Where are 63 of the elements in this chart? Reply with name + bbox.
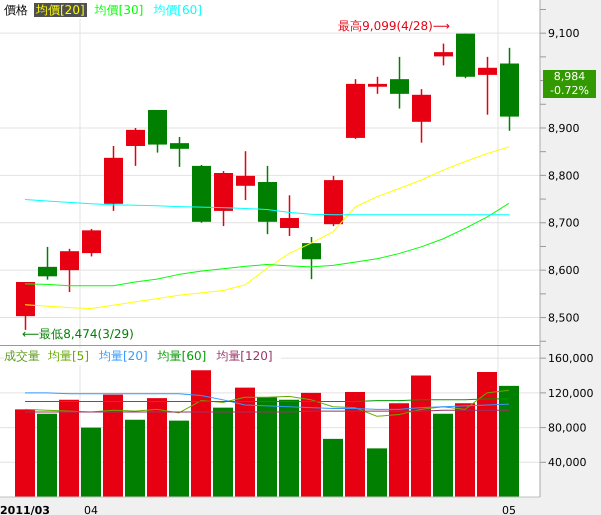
bar — [279, 400, 299, 497]
y-tick-label: 120,000 — [548, 386, 594, 400]
bar — [433, 414, 453, 497]
x-tick-label: 05 — [502, 504, 516, 515]
text: 均量[120] — [215, 349, 274, 363]
bar — [477, 372, 497, 497]
y-tick-label: 8,500 — [548, 311, 580, 324]
y-tick-label: 8,700 — [548, 216, 580, 230]
text: 均價[60] — [152, 3, 203, 17]
line-series — [24, 392, 510, 410]
x-tick-label: 04 — [84, 504, 98, 515]
bar — [59, 400, 79, 497]
candlestick — [38, 246, 57, 280]
text: -0.72% — [549, 84, 590, 98]
candlestick — [82, 228, 101, 258]
bar — [345, 392, 365, 497]
bar — [411, 376, 431, 497]
y-tick-label: 160,000 — [548, 352, 594, 366]
bar — [125, 420, 145, 497]
line-series — [24, 199, 510, 216]
annotation: 最高9,099(4/28)⟶ — [338, 18, 450, 35]
chart-title: 成交量 — [4, 349, 40, 363]
bar — [389, 403, 409, 497]
candlestick — [236, 150, 255, 201]
candlestick — [170, 136, 189, 168]
bar — [499, 386, 519, 497]
line-series — [24, 390, 510, 417]
y-tick-label: 8,800 — [548, 169, 580, 182]
candlestick — [302, 236, 321, 280]
chart-title: 價格 — [4, 3, 28, 17]
annotation: ⟵最低8,474(3/29) — [22, 326, 134, 343]
x-tick-label: 2011/03 — [0, 504, 50, 515]
text: 均價[30] — [94, 3, 144, 17]
bar — [15, 409, 35, 497]
candlestick — [280, 194, 299, 237]
text: 均量[5] — [47, 349, 90, 363]
bar — [213, 408, 233, 497]
candlestick — [390, 56, 409, 110]
bar — [455, 403, 475, 497]
text: 均價[20] — [34, 3, 87, 17]
candlestick — [434, 42, 453, 66]
text: 8,984 — [552, 70, 586, 84]
y-tick-label: 40,000 — [548, 456, 586, 470]
bar — [323, 438, 343, 497]
bar — [301, 392, 321, 497]
bar — [367, 448, 387, 497]
bar — [81, 428, 101, 497]
bar — [103, 394, 123, 497]
candlestick — [60, 248, 79, 293]
y-tick-label: 8,600 — [548, 264, 580, 278]
y-tick-label: 80,000 — [548, 421, 586, 434]
text: 均量[60] — [156, 349, 208, 363]
bar — [257, 397, 277, 497]
text: 均量[20] — [98, 349, 149, 363]
y-tick-label: 9,100 — [548, 27, 580, 40]
bar — [235, 388, 255, 497]
bar — [147, 398, 167, 497]
candlestick — [478, 56, 497, 116]
bar — [191, 370, 211, 497]
bar — [37, 414, 57, 497]
y-tick-label: 8,900 — [548, 122, 580, 135]
candlestick — [126, 127, 145, 167]
bar — [169, 420, 189, 497]
